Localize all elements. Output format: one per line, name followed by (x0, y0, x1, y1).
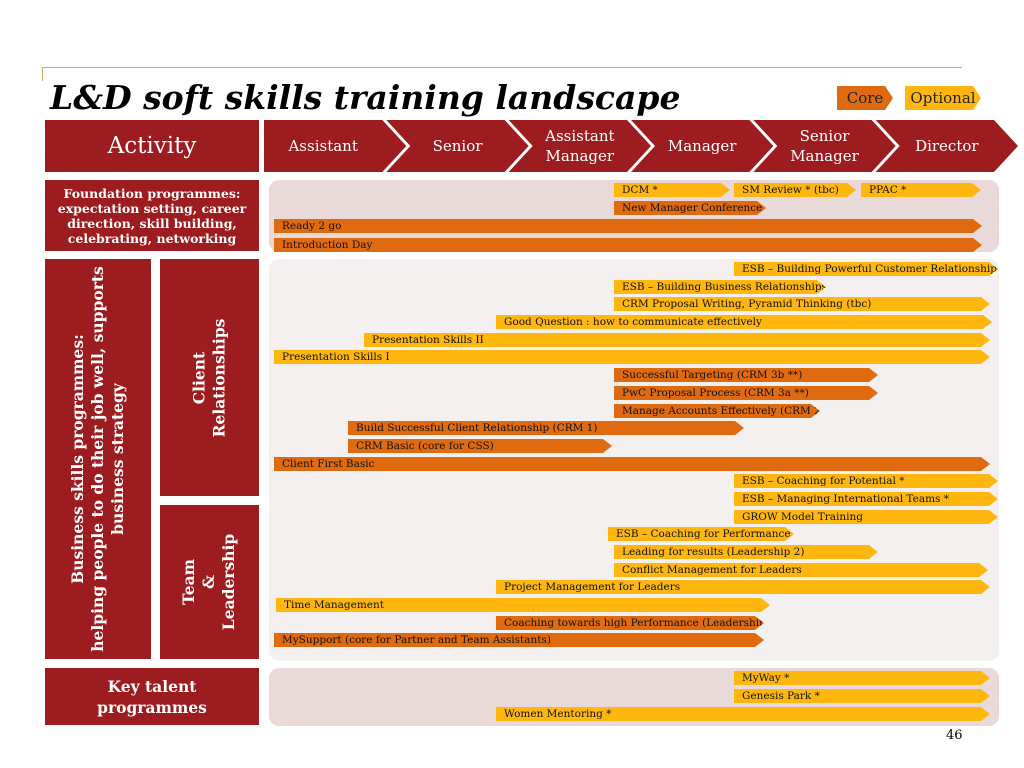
key-talent-text: Key talent programmes (97, 676, 207, 718)
client-line-2: Relationships (209, 318, 229, 437)
programme-bar: SM Review * (tbc) (734, 183, 856, 197)
team-line-3: Leadership (219, 533, 239, 631)
programme-bar: Coaching towards high Performance (Leade… (496, 616, 764, 630)
business-line-2: helping people to do their job well, sup… (88, 266, 107, 652)
team-line-2: & (199, 575, 219, 590)
level-assistant-manager: Assistant Manager (509, 120, 651, 172)
legend-core: Core (837, 86, 893, 110)
programme-bar: MySupport (core for Partner and Team Ass… (274, 633, 764, 647)
programme-bar: CRM Proposal Writing, Pyramid Thinking (… (614, 297, 990, 311)
client-relationships-text: Client Relationships (190, 318, 230, 437)
level-assistant: Assistant (264, 120, 406, 172)
programme-bar: Ready 2 go (274, 219, 982, 233)
level-director: Director (876, 120, 1018, 172)
programme-bar: New Manager Conference (614, 201, 766, 215)
programme-bar: Women Mentoring * (496, 707, 990, 721)
programme-bar: Good Question : how to communicate effec… (496, 315, 992, 329)
page-title: L&D soft skills training landscape (50, 78, 681, 117)
level-header: Assistant Senior Assistant Manager Manag… (264, 120, 998, 172)
programme-bar: Build Successful Client Relationship (CR… (348, 421, 744, 435)
client-line-1: Client (189, 351, 209, 404)
top-rule (42, 67, 962, 68)
programme-bar: Presentation Skills I (274, 350, 990, 364)
legend-optional: Optional (905, 86, 981, 110)
programme-bar: GROW Model Training (734, 510, 998, 524)
programme-bar: PPAC * (861, 183, 981, 197)
level-manager: Manager (631, 120, 773, 172)
programme-bar: Manage Accounts Effectively (CRM 2) (614, 404, 820, 418)
programme-bar: ESB – Coaching for Potential * (734, 474, 998, 488)
programme-bar: ESB – Building Business Relationships * (614, 280, 826, 294)
programme-bar: Presentation Skills II (364, 333, 990, 347)
programme-bar: Genesis Park * (734, 689, 990, 703)
programme-bar: Client First Basic (274, 457, 990, 471)
level-senior-manager: Senior Manager (753, 120, 895, 172)
programme-bar: ESB – Managing International Teams * (734, 492, 998, 506)
foundation-label: Foundation programmes: expectation setti… (45, 180, 259, 251)
key-talent-label: Key talent programmes (45, 668, 259, 725)
programme-bar: Time Management (276, 598, 770, 612)
team-leadership-label: Team & Leadership (160, 505, 259, 659)
programme-bar: CRM Basic (core for CSS) (348, 439, 612, 453)
activity-header: Activity (45, 120, 259, 172)
programme-bar: DCM * (614, 183, 730, 197)
key-talent-line-1: Key talent (107, 676, 197, 696)
programme-bar: Leading for results (Leadership 2) (614, 545, 878, 559)
programme-bar: Successful Targeting (CRM 3b **) (614, 368, 878, 382)
business-line-1: Business skills programmes: (68, 334, 87, 584)
team-line-1: Team (179, 558, 199, 606)
client-relationships-label: Client Relationships (160, 259, 259, 496)
business-skills-text: Business skills programmes: helping peop… (68, 266, 128, 652)
business-skills-label: Business skills programmes: helping peop… (45, 259, 151, 659)
programme-bar: ESB – Building Powerful Customer Relatio… (734, 262, 998, 276)
key-talent-line-2: programmes (97, 697, 207, 717)
programme-bar: PwC Proposal Process (CRM 3a **) (614, 386, 878, 400)
top-rule-tick (42, 67, 43, 81)
programme-bar: Conflict Management for Leaders (614, 563, 988, 577)
programme-bar: Project Management for Leaders (496, 580, 990, 594)
level-senior: Senior (386, 120, 528, 172)
business-line-3: business strategy (108, 383, 127, 535)
programme-bar: Introduction Day (274, 238, 982, 252)
team-leadership-text: Team & Leadership (179, 534, 239, 630)
programme-bar: MyWay * (734, 671, 990, 685)
page-number: 46 (946, 728, 963, 743)
programme-bar: ESB – Coaching for Performance * (608, 527, 794, 541)
